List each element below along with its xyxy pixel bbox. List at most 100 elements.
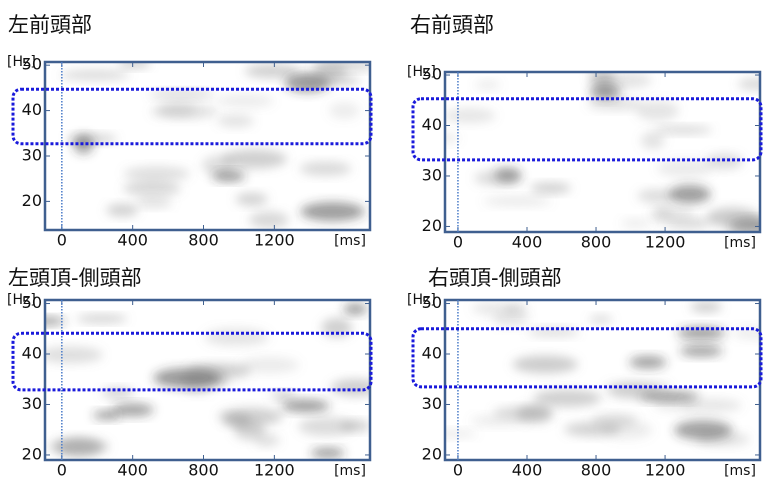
power-blob	[589, 315, 612, 324]
power-blob	[681, 399, 742, 413]
y-unit-label: [Hz]	[7, 292, 36, 308]
y-tick-label: 40	[22, 100, 42, 119]
y-tick-label: 40	[422, 115, 442, 134]
power-blob	[329, 102, 360, 119]
panel-title: 右前頭部	[410, 13, 494, 37]
power-blob	[435, 133, 460, 144]
y-unit-label: [Hz]	[407, 64, 436, 80]
x-tick-label: 1200	[254, 461, 295, 480]
power-blob	[281, 400, 330, 412]
power-blob	[212, 171, 245, 182]
x-tick-label: 800	[188, 461, 219, 480]
power-blob	[533, 390, 601, 407]
power-blob	[240, 357, 300, 373]
y-tick-label: 40	[22, 344, 42, 363]
power-blob	[39, 347, 103, 364]
x-unit-label: [ms]	[724, 235, 756, 251]
x-tick-label: 400	[117, 231, 148, 250]
power-blob	[530, 183, 571, 193]
x-tick-label: 800	[581, 461, 612, 480]
y-tick-label: 20	[22, 444, 42, 463]
y-tick-label: 40	[422, 344, 442, 363]
x-tick-label: 1200	[645, 461, 686, 480]
power-blob	[493, 407, 552, 419]
power-blob	[657, 159, 713, 178]
power-blob	[123, 181, 181, 196]
power-blob	[443, 108, 495, 123]
power-blob	[706, 208, 760, 228]
power-blob	[298, 417, 354, 436]
x-tick-label: 0	[453, 233, 463, 252]
x-tick-label: 400	[512, 233, 543, 252]
power-blob	[124, 167, 190, 181]
x-unit-label: [ms]	[724, 463, 756, 479]
power-blob	[300, 162, 352, 176]
power-blob	[236, 193, 268, 205]
power-blob	[204, 328, 269, 346]
spectrogram-texture	[435, 68, 764, 241]
x-tick-label: 0	[453, 461, 463, 480]
power-blob	[60, 70, 130, 81]
power-blob	[589, 68, 615, 87]
panel-title: 左頭頂-側頭部	[8, 266, 142, 290]
power-blob	[217, 115, 254, 128]
x-unit-label: [ms]	[334, 463, 366, 479]
power-blob	[513, 356, 578, 374]
y-tick-label: 20	[422, 444, 442, 463]
power-blob	[621, 219, 651, 229]
power-blob	[331, 379, 380, 396]
x-tick-label: 1200	[254, 231, 295, 250]
power-blob	[474, 171, 520, 186]
spectrogram-texture	[25, 303, 380, 458]
x-tick-label: 400	[117, 461, 148, 480]
power-blob	[249, 212, 289, 228]
power-blob	[669, 185, 711, 203]
spectrogram-texture	[414, 302, 764, 447]
power-blob	[343, 303, 367, 314]
power-blob	[475, 80, 500, 89]
power-blob	[629, 356, 666, 369]
power-blob	[666, 218, 710, 228]
panel-title: 左前頭部	[8, 13, 92, 37]
x-tick-label: 400	[512, 461, 543, 480]
y-unit-label: [Hz]	[7, 54, 36, 70]
power-blob	[588, 99, 644, 110]
power-blob	[654, 208, 694, 219]
y-tick-label: 20	[422, 216, 442, 235]
power-blob	[136, 198, 173, 208]
power-blob	[311, 448, 345, 458]
power-blob	[76, 315, 127, 323]
x-unit-label: [ms]	[334, 233, 366, 249]
power-blob	[234, 421, 266, 440]
power-blob	[674, 420, 732, 440]
x-tick-label: 800	[581, 233, 612, 252]
y-tick-label: 30	[22, 145, 42, 164]
power-blob	[590, 84, 621, 99]
panel-title: 右頭頂-側頭部	[428, 266, 562, 290]
y-tick-label: 30	[22, 394, 42, 413]
power-blob	[106, 204, 138, 216]
y-tick-label: 30	[422, 394, 442, 413]
power-blob	[300, 76, 361, 85]
power-blob	[636, 101, 679, 121]
power-blob	[641, 132, 665, 149]
power-blob	[149, 90, 214, 99]
power-blob	[271, 391, 296, 400]
y-tick-label: 30	[422, 165, 442, 184]
power-blob	[690, 302, 722, 312]
power-blob	[483, 196, 552, 206]
power-blob	[217, 94, 274, 108]
power-blob	[118, 59, 150, 68]
x-tick-label: 800	[188, 231, 219, 250]
x-tick-label: 1200	[645, 233, 686, 252]
power-blob	[158, 103, 196, 116]
power-blob	[93, 410, 121, 420]
x-tick-label: 0	[57, 461, 67, 480]
figure: 左前頭部2030405004008001200[Hz][ms]右前頭部20304…	[0, 0, 764, 481]
y-unit-label: [Hz]	[407, 292, 436, 308]
y-tick-label: 20	[22, 191, 42, 210]
power-blob	[592, 414, 638, 427]
power-blob	[655, 126, 713, 134]
x-tick-label: 0	[57, 231, 67, 250]
power-blob	[680, 345, 723, 357]
